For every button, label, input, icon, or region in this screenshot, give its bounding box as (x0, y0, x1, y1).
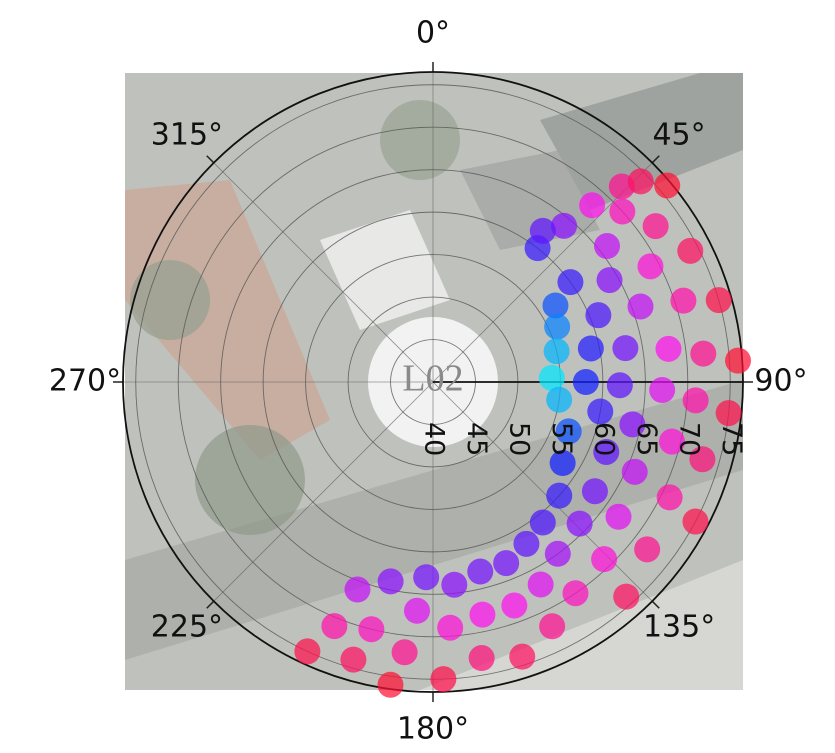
point (530, 510, 556, 536)
point (597, 267, 623, 293)
angular-tick-label: 180° (397, 712, 469, 747)
radial-tick-label: 60 (588, 422, 619, 456)
angular-tick-label: 0° (416, 16, 450, 51)
point (546, 387, 572, 413)
point (643, 213, 669, 239)
point (607, 372, 633, 398)
point (579, 192, 605, 218)
point (509, 644, 535, 670)
point (706, 287, 732, 313)
point (670, 288, 696, 314)
point (437, 615, 463, 641)
point (321, 613, 347, 639)
point (562, 580, 588, 606)
angular-tick-label: 315° (151, 117, 223, 152)
point (690, 341, 716, 367)
trees (130, 260, 210, 340)
point (654, 172, 680, 198)
point (467, 559, 493, 585)
radial-tick-label: 45 (461, 422, 492, 456)
angular-tick-label: 135° (643, 610, 715, 645)
page: {"chart_data": {"type": "polar-scatter",… (0, 0, 835, 753)
radial-tick-label: 70 (673, 422, 704, 456)
chart: L02 0° 45° 90° 135° 180° 225° 270° 315° 40 45 50 55… (0, 0, 835, 753)
point (392, 639, 418, 665)
point (682, 509, 708, 535)
point (344, 577, 370, 603)
point (628, 293, 654, 319)
point (413, 564, 439, 590)
point (340, 647, 366, 673)
point (441, 572, 467, 598)
point (544, 314, 570, 340)
angular-tick-label: 225° (151, 610, 223, 645)
point (649, 377, 675, 403)
angular-tick-label: 270° (49, 364, 121, 399)
angular-tick-label: 45° (652, 117, 705, 152)
radial-tick-label: 40 (419, 422, 450, 456)
point (404, 598, 430, 624)
point (628, 168, 654, 194)
trees (195, 425, 305, 535)
trees (380, 100, 460, 180)
point (469, 602, 495, 628)
point (539, 613, 565, 639)
point (585, 302, 611, 328)
point (591, 546, 617, 572)
point (637, 253, 663, 279)
point (377, 672, 403, 698)
point (469, 645, 495, 671)
point (358, 616, 384, 642)
point (609, 199, 635, 225)
point (557, 269, 583, 295)
radial-tick-label: 55 (546, 422, 577, 456)
point (677, 238, 703, 264)
point (606, 504, 632, 530)
point (544, 338, 570, 364)
point (622, 459, 648, 485)
point (530, 218, 556, 244)
point (634, 536, 660, 562)
point (683, 387, 709, 413)
point (573, 369, 599, 395)
point (578, 335, 604, 361)
point (493, 550, 519, 576)
point (613, 584, 639, 610)
point (567, 511, 593, 537)
point (594, 233, 620, 259)
point (501, 592, 527, 618)
point (545, 541, 571, 567)
radial-tick-label: 75 (716, 422, 747, 456)
point (725, 348, 751, 374)
point (657, 484, 683, 510)
point (587, 398, 613, 424)
point (528, 571, 554, 597)
radial-tick-label: 65 (631, 422, 662, 456)
point (582, 478, 608, 504)
point (546, 483, 572, 509)
point (378, 568, 404, 594)
center-label: L02 (402, 358, 463, 400)
point (430, 666, 456, 692)
angular-tick-label: 90° (754, 364, 807, 399)
point (513, 531, 539, 557)
point (294, 638, 320, 664)
point (655, 336, 681, 362)
radial-tick-label: 50 (503, 422, 534, 456)
point (612, 335, 638, 361)
